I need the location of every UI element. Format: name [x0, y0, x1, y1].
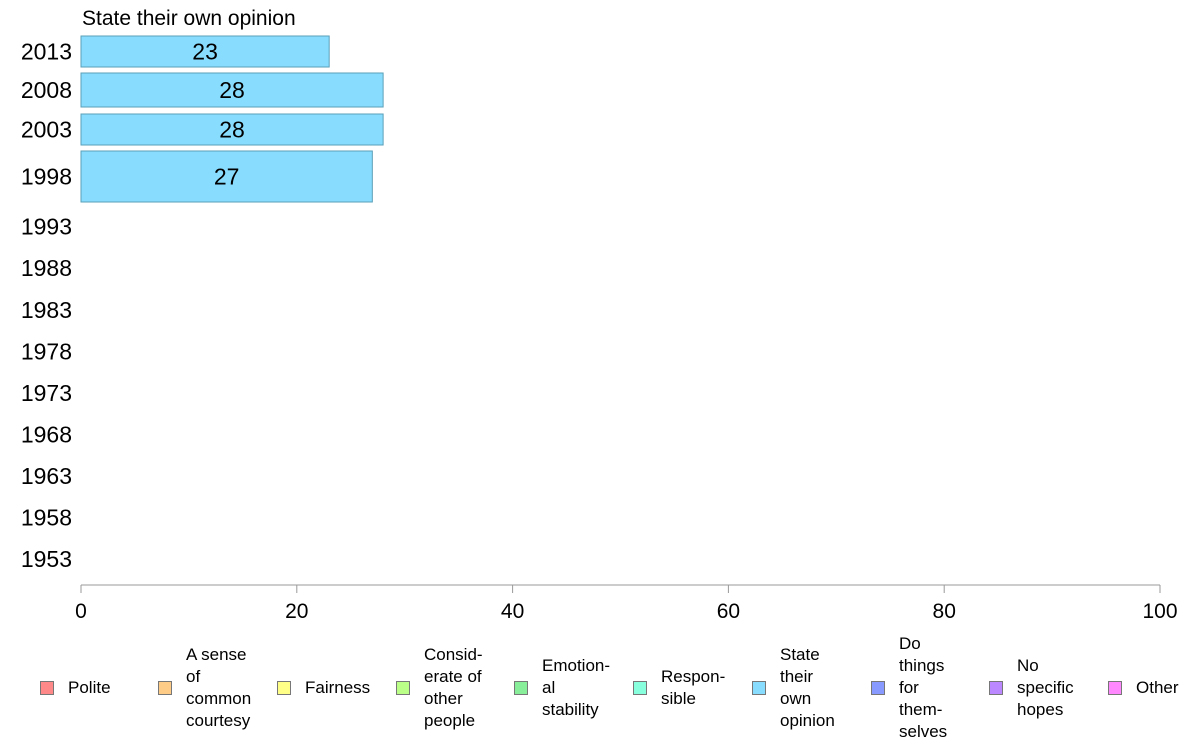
y-category-label: 1953: [21, 546, 72, 572]
bar: [80, 35, 330, 68]
legend-label: Consid- erate of other people: [424, 645, 483, 730]
legend-label: Fairness: [305, 678, 371, 697]
legend-swatch: [158, 681, 172, 695]
y-category-label: 1973: [21, 380, 72, 406]
x-tick-label: 40: [501, 600, 524, 623]
legend-item: State their own opinion: [752, 640, 835, 736]
bar: [80, 72, 384, 108]
legend-label: Do things for them- selves: [899, 634, 948, 741]
legend: Polite A sense of common courtesy Fairness…: [0, 634, 1188, 741]
y-category-label: 2008: [21, 77, 72, 103]
panel-title: State their own opinion: [82, 7, 296, 30]
y-category-label: 1958: [21, 505, 72, 531]
x-tick-label: 100: [1142, 600, 1177, 623]
legend-label: Emotion- al stability: [542, 656, 611, 719]
y-category-label: 1983: [21, 297, 72, 323]
legend-label: Other: [1136, 678, 1179, 697]
legend-item: A sense of common courtesy: [158, 640, 251, 736]
y-category-label: 1963: [21, 463, 72, 489]
legend-item: No specific hopes: [989, 640, 1074, 736]
legend-swatch: [40, 681, 54, 695]
y-category-label: 2003: [21, 117, 72, 143]
legend-label: State their own opinion: [780, 645, 835, 730]
y-category-label: 1968: [21, 422, 72, 448]
legend-swatch: [277, 681, 291, 695]
legend-item: Consid- erate of other people: [396, 640, 483, 736]
bar: [80, 113, 384, 146]
legend-label: No specific hopes: [1017, 656, 1074, 719]
bar-chart: 0 20 40 60 80 100 2013 23 2008 28 2003 28 1998 27 1993…: [21, 35, 1178, 623]
y-category-label: 2013: [21, 39, 72, 65]
legend-label: A sense of common courtesy: [186, 645, 252, 730]
bar-data-label: 23: [192, 39, 218, 65]
legend-swatch: [1108, 681, 1122, 695]
x-tick-label: 0: [75, 600, 87, 623]
legend-swatch: [633, 681, 647, 695]
legend-swatch: [871, 681, 885, 695]
legend-item: Other: [1108, 640, 1179, 736]
legend-item: Respon- sible: [633, 640, 725, 736]
legend-item: Do things for them- selves: [871, 634, 947, 741]
legend-item: Fairness: [277, 640, 370, 736]
y-category-label: 1978: [21, 339, 72, 365]
legend-label: Respon- sible: [661, 667, 726, 708]
legend-swatch: [989, 681, 1003, 695]
bar-data-label: 27: [214, 164, 240, 190]
x-tick-label: 60: [717, 600, 740, 623]
legend-swatch: [396, 681, 410, 695]
bar: [80, 150, 373, 203]
legend-label: Polite: [68, 678, 111, 697]
x-tick-label: 20: [285, 600, 308, 623]
legend-item: Polite: [40, 640, 111, 736]
legend-item: Emotion- al stability: [514, 640, 610, 736]
y-category-label: 1993: [21, 214, 72, 240]
x-tick-label: 80: [933, 600, 956, 623]
legend-swatch: [514, 681, 528, 695]
bar-data-label: 28: [219, 77, 245, 103]
y-category-label: 1988: [21, 255, 72, 281]
legend-swatch: [752, 681, 766, 695]
bar-data-label: 28: [219, 117, 245, 143]
y-category-label: 1998: [21, 164, 72, 190]
